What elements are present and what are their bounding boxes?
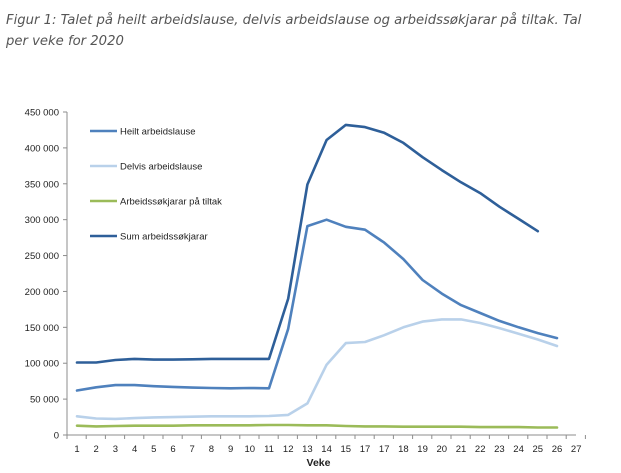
y-tick-label: 0 (54, 431, 59, 442)
x-tick-label: 24 (513, 444, 524, 455)
x-tick-label: 13 (302, 444, 313, 455)
y-tick-label: 150 000 (25, 323, 59, 334)
y-tick-label: 50 000 (30, 395, 59, 406)
x-tick-label: 26 (552, 444, 563, 455)
x-tick-label: 12 (283, 444, 294, 455)
legend: Heilt arbeidslause Delvis arbeidslause Arb… (90, 127, 222, 243)
series-line-4 (75, 123, 540, 364)
x-tick-label: 21 (456, 444, 467, 455)
x-tick-label: 6 (170, 444, 175, 455)
series-line-1 (75, 218, 559, 392)
x-tick-label: 7 (190, 444, 195, 455)
legend-label: Delvis arbeidslause (120, 162, 202, 173)
y-tick-label: 350 000 (25, 179, 59, 190)
x-tick-label: 3 (113, 444, 118, 455)
x-tick-label: 4 (132, 444, 137, 455)
series-lines (75, 123, 559, 429)
x-tick-label: 9 (228, 444, 233, 455)
y-tick-label: 100 000 (25, 359, 59, 370)
y-tick-label: 300 000 (25, 215, 59, 226)
series-line-3 (75, 423, 559, 429)
x-axis-label: Veke (307, 457, 331, 469)
x-tick-label: 19 (417, 444, 428, 455)
x-axis: 1 2 3 4 5 6 7 8 9 10 11 12 13 14 15 17 17 18 19 20 21 22 23 24 2… (66, 434, 586, 455)
y-tick-label: 450 000 (25, 108, 59, 119)
x-tick-label: 27 (571, 444, 582, 455)
legend-label: Sum arbeidssøkjarar (120, 232, 208, 243)
x-tick-label: 5 (151, 444, 156, 455)
x-tick-label: 18 (398, 444, 409, 455)
y-tick-label: 250 000 (25, 251, 59, 262)
x-tick-label: 17 (379, 444, 390, 455)
y-tick-label: 200 000 (25, 287, 59, 298)
x-tick-label: 14 (321, 444, 332, 455)
y-tick-label: 400 000 (25, 143, 59, 154)
x-tick-label: 10 (245, 444, 256, 455)
x-tick-label: 1 (74, 444, 79, 455)
x-tick-label: 11 (264, 444, 274, 455)
x-tick-label: 2 (94, 444, 99, 455)
x-tick-label: 8 (209, 444, 214, 455)
x-tick-label: 15 (341, 444, 352, 455)
figure-caption: Figur 1: Talet på heilt arbeidslause, de… (6, 13, 582, 49)
x-tick-label: 20 (437, 444, 448, 455)
legend-label: Arbeidssøkjarar på tiltak (120, 197, 222, 208)
series-line-2 (75, 318, 559, 421)
y-axis: 0 50 000 100 000 150 000 200 000 250 000 300 0… (25, 108, 68, 442)
x-tick-label: 25 (533, 444, 544, 455)
x-tick-label: 22 (475, 444, 486, 455)
x-tick-label: 17 (360, 444, 371, 455)
x-tick-label: 23 (494, 444, 505, 455)
legend-label: Heilt arbeidslause (120, 127, 196, 138)
